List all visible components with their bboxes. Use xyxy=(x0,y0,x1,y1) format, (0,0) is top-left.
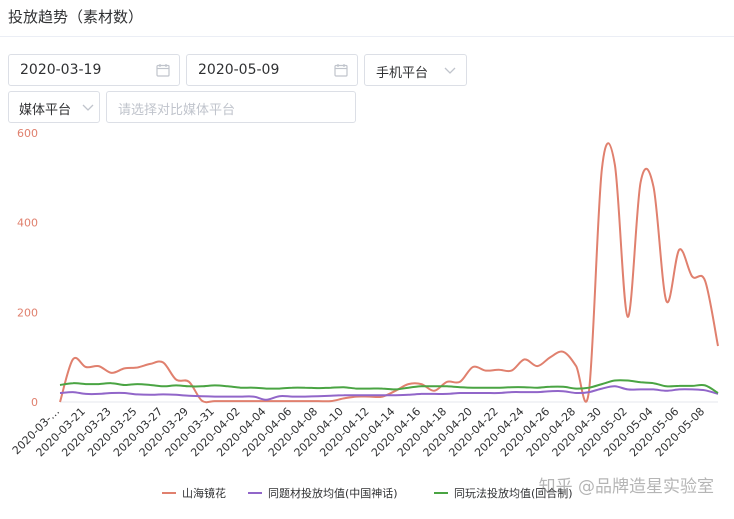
y-tick-label: 0 xyxy=(31,396,38,409)
end-date-value: 2020-05-09 xyxy=(198,62,280,78)
legend-label: 同玩法投放均值(回合制) xyxy=(454,486,573,500)
trend-chart: 0 200 400 600 2020-03-… 2020-03-21 2020-03-23 2… xyxy=(0,125,734,515)
trend-chart-svg: 02004006002020-03-…2020-03-212020-03-232… xyxy=(10,127,719,500)
title-divider xyxy=(0,36,734,37)
compare-media-placeholder: 请选择对比媒体平台 xyxy=(118,103,236,118)
start-date-value: 2020-03-19 xyxy=(20,62,102,78)
chevron-down-icon xyxy=(444,65,456,80)
y-tick-label: 200 xyxy=(17,306,38,319)
platform-select-value: 手机平台 xyxy=(376,66,429,81)
start-date-picker[interactable]: 2020-03-19 xyxy=(8,54,180,86)
y-tick-label: 400 xyxy=(17,217,38,230)
page-title: 投放趋势（素材数） xyxy=(8,8,144,26)
platform-select[interactable]: 手机平台 xyxy=(364,54,467,86)
chevron-down-icon xyxy=(82,102,94,117)
y-tick-label: 600 xyxy=(17,127,38,140)
media-select-value: 媒体平台 xyxy=(19,103,72,118)
end-date-picker[interactable]: 2020-05-09 xyxy=(186,54,358,86)
series-line-3 xyxy=(59,379,719,394)
series-line-2 xyxy=(59,385,719,401)
legend-label: 山海镜花 xyxy=(182,486,226,500)
media-select[interactable]: 媒体平台 xyxy=(8,91,100,123)
compare-media-select[interactable]: 请选择对比媒体平台 xyxy=(106,91,356,123)
legend-label: 同题材投放均值(中国神话) xyxy=(268,486,398,500)
calendar-icon xyxy=(156,63,170,81)
calendar-icon xyxy=(334,63,348,81)
series-line-1 xyxy=(59,142,719,404)
watermark-text: 知乎 @品牌造星实验室 xyxy=(538,477,714,497)
